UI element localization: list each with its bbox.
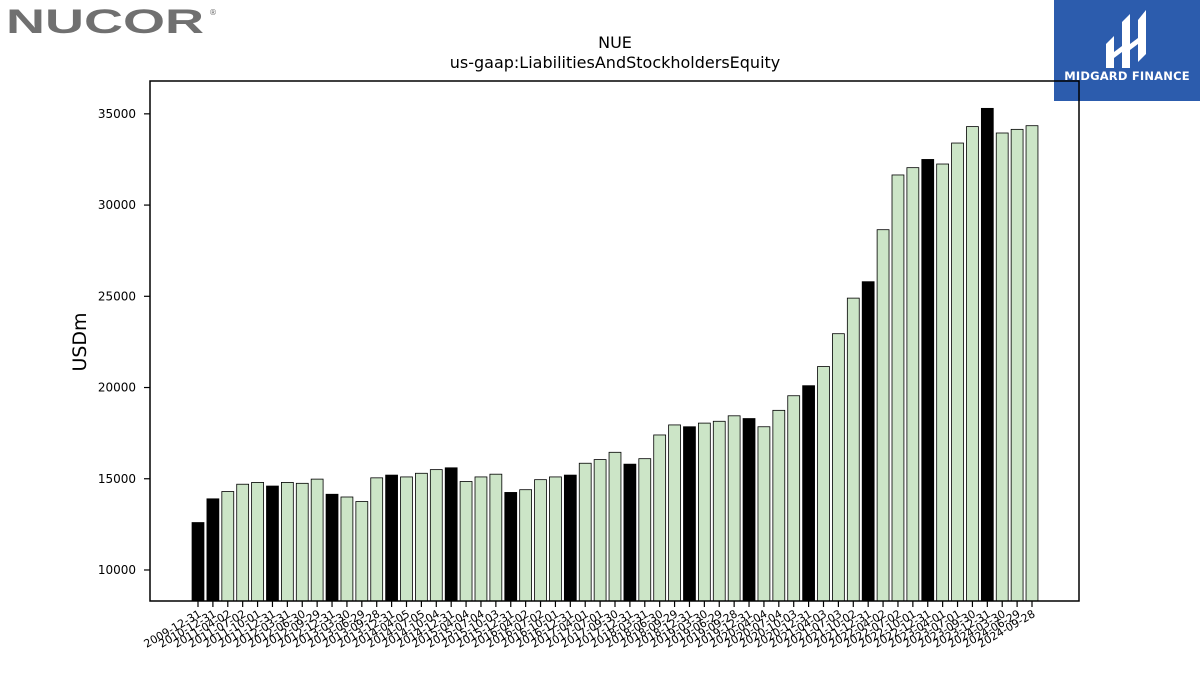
nucor-logo-text: NUCOR [6,4,204,36]
bar-2019-12-31 [742,418,756,602]
y-tick-label-20000: 20000 [98,381,136,395]
y-tick-label-15000: 15000 [98,472,136,486]
bar-2022-12-31 [921,159,935,602]
bar-2020-07-04 [772,409,786,602]
bar-2024-09-28 [1025,125,1039,602]
bar-2021-12-31 [861,281,875,602]
bar-2011-10-01 [251,482,264,602]
bar-2012-06-30 [295,482,309,602]
bar-2017-09-30 [608,451,622,602]
y-tick-label-30000: 30000 [98,198,136,212]
chart-title: NUE [598,33,632,52]
bar-2019-06-29 [712,420,726,602]
midgard-finance-text: MIDGARD FINANCE [1064,69,1190,83]
bar-2023-12-31 [980,107,994,602]
bar-2019-09-28 [727,415,741,602]
bar-2020-12-31 [802,385,815,602]
bar-2017-04-01 [578,462,592,602]
bar-2014-10-04 [429,469,443,602]
y-axis-label: USDm [69,312,91,371]
bar-2016-10-01 [549,476,562,602]
bar-2010-12-31 [206,498,220,602]
bar-2015-04-04 [459,481,473,602]
bar-2011-04-02 [221,491,235,602]
midgard-emblem-icon [1106,10,1146,68]
bar-2024-03-30 [995,132,1009,602]
bar-2017-07-01 [593,459,607,602]
bar-2023-07-01 [951,142,964,602]
bar-2022-10-01 [906,167,920,602]
bar-2014-12-31 [444,467,458,602]
bar-2011-07-02 [236,483,250,602]
bar-2018-06-30 [653,434,667,602]
bar-2017-12-31 [623,463,637,602]
bar-2016-04-02 [519,489,533,602]
y-axis: 10000 15000 20000 25000 30000 35000 [98,107,150,577]
bar-2015-07-04 [474,476,488,602]
bar-2013-06-29 [355,501,369,602]
bar-2023-09-30 [966,126,979,602]
bar-2013-12-31 [385,474,398,602]
chart-subtitle: us-gaap:LiabilitiesAndStockholdersEquity [450,53,781,72]
svg-text:®: ® [209,8,216,17]
bar-2014-04-05 [400,476,413,602]
y-tick-label-25000: 25000 [98,289,136,303]
bar-2021-04-03 [817,366,830,602]
x-axis: 2009-12-312010-12-312011-04-022011-07-02… [142,601,1038,651]
bar-2018-09-29 [668,424,681,602]
bar-2022-04-02 [876,229,890,602]
bar-2015-10-03 [489,473,503,602]
nucor-logo: NUCOR ® [6,3,217,41]
bar-2013-09-28 [370,477,384,602]
bar-2020-04-04 [757,426,771,602]
y-tick-label-10000: 10000 [98,563,136,577]
bar-2015-12-31 [504,492,518,602]
bar-2019-03-30 [698,422,711,602]
bar-2013-03-30 [340,496,354,602]
bar-2012-12-31 [325,493,339,602]
bar-2022-07-02 [891,174,905,602]
bar-2018-03-31 [638,458,652,602]
bar-2020-10-03 [787,395,801,602]
bar-2009-12-31 [191,522,205,602]
bar-2018-12-31 [683,426,696,602]
bar-2024-06-29 [1010,128,1024,602]
bar-2014-07-05 [415,472,428,602]
bar-2023-04-01 [936,163,950,602]
bar-2016-12-31 [563,474,577,602]
bar-2021-07-03 [832,333,845,602]
bar-2011-12-31 [266,485,279,602]
bar-2012-09-29 [310,478,324,602]
bars-group [191,107,1039,602]
plot-frame [149,80,1080,602]
bar-2012-03-31 [280,482,294,602]
bar-2016-07-02 [534,479,547,602]
y-tick-label-35000: 35000 [98,107,136,121]
bar-2021-10-02 [846,297,860,602]
